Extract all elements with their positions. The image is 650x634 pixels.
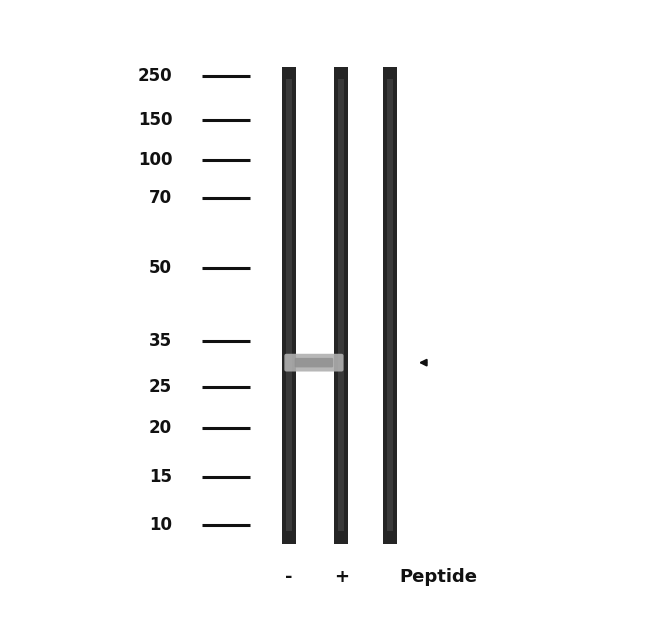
Text: 250: 250 (138, 67, 172, 85)
FancyBboxPatch shape (334, 67, 348, 544)
FancyBboxPatch shape (286, 79, 292, 531)
Text: +: + (333, 568, 349, 586)
Text: 100: 100 (138, 151, 172, 169)
Text: 70: 70 (149, 189, 172, 207)
FancyBboxPatch shape (338, 79, 344, 531)
Text: 50: 50 (150, 259, 172, 276)
Text: 25: 25 (149, 378, 172, 396)
Text: 15: 15 (150, 468, 172, 486)
Text: 20: 20 (149, 419, 172, 437)
FancyBboxPatch shape (294, 358, 333, 368)
FancyBboxPatch shape (387, 79, 393, 531)
Text: 10: 10 (150, 516, 172, 534)
FancyBboxPatch shape (282, 67, 296, 544)
Text: 150: 150 (138, 112, 172, 129)
Text: -: - (285, 568, 293, 586)
FancyBboxPatch shape (285, 354, 343, 372)
Text: 35: 35 (149, 332, 172, 350)
Text: Peptide: Peptide (399, 568, 477, 586)
FancyBboxPatch shape (383, 67, 397, 544)
